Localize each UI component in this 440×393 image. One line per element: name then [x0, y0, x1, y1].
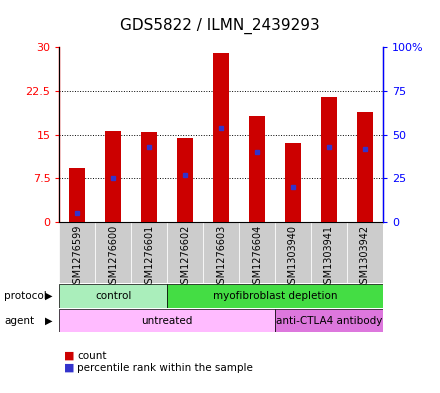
Text: untreated: untreated	[142, 316, 193, 326]
Text: GSM1276601: GSM1276601	[144, 225, 154, 290]
Text: ■: ■	[64, 351, 74, 361]
Bar	[321, 97, 337, 222]
Bar	[177, 138, 193, 222]
Bar	[275, 222, 311, 283]
Text: GSM1303942: GSM1303942	[360, 225, 370, 290]
Bar	[203, 222, 239, 283]
Text: GSM1276603: GSM1276603	[216, 225, 226, 290]
Bar	[167, 284, 383, 308]
Bar	[59, 284, 167, 308]
Text: GSM1303941: GSM1303941	[324, 225, 334, 290]
Bar	[95, 222, 131, 283]
Bar	[59, 222, 95, 283]
Bar	[213, 53, 229, 222]
Text: GSM1276602: GSM1276602	[180, 225, 190, 290]
Text: GDS5822 / ILMN_2439293: GDS5822 / ILMN_2439293	[120, 17, 320, 34]
Bar	[347, 222, 383, 283]
Text: GSM1276604: GSM1276604	[252, 225, 262, 290]
Bar	[311, 222, 347, 283]
Bar	[131, 222, 167, 283]
Text: control: control	[95, 291, 132, 301]
Text: percentile rank within the sample: percentile rank within the sample	[77, 363, 253, 373]
Text: ▶: ▶	[44, 291, 52, 301]
Text: GSM1276599: GSM1276599	[72, 225, 82, 290]
Bar	[69, 169, 85, 222]
Bar	[141, 132, 158, 222]
Text: myofibroblast depletion: myofibroblast depletion	[213, 291, 337, 301]
Bar	[167, 222, 203, 283]
Bar	[285, 143, 301, 222]
Text: ■: ■	[64, 363, 74, 373]
Text: protocol: protocol	[4, 291, 47, 301]
Text: count: count	[77, 351, 106, 361]
Text: GSM1303940: GSM1303940	[288, 225, 298, 290]
Bar	[357, 112, 373, 222]
Bar	[249, 116, 265, 222]
Bar	[275, 309, 383, 332]
Bar	[105, 130, 121, 222]
Text: GSM1276600: GSM1276600	[108, 225, 118, 290]
Text: anti-CTLA4 antibody: anti-CTLA4 antibody	[276, 316, 382, 326]
Bar	[59, 309, 275, 332]
Text: ▶: ▶	[44, 316, 52, 326]
Bar	[239, 222, 275, 283]
Text: agent: agent	[4, 316, 34, 326]
